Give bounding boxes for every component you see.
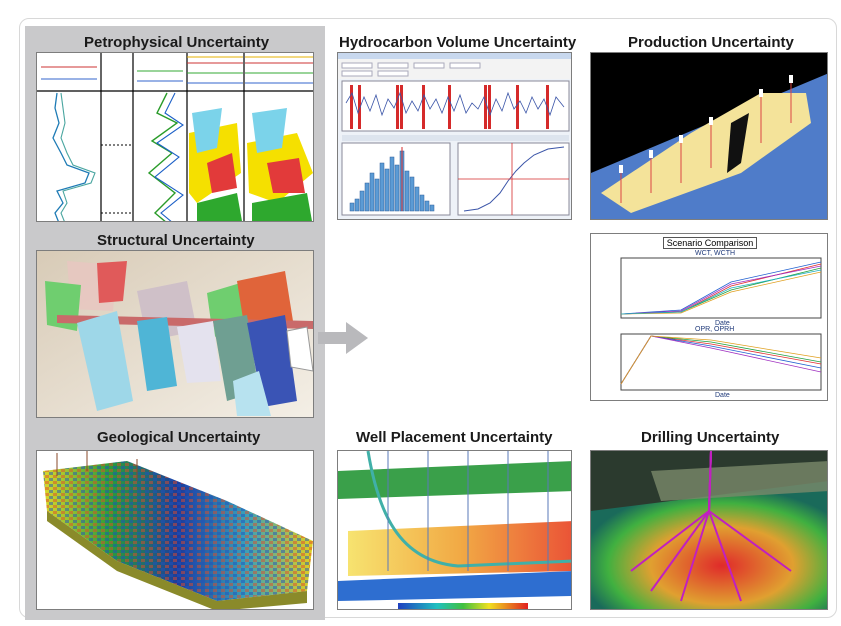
hydrocarbon-title: Hydrocarbon Volume Uncertainty — [339, 34, 577, 51]
scenario-curves — [620, 257, 822, 391]
chart2-title: OPR, OPRH — [695, 326, 735, 333]
hydrocarbon-software-window — [337, 52, 572, 220]
chart1-xlabel: Date — [715, 320, 730, 327]
production-title: Production Uncertainty — [628, 34, 794, 51]
drilling-trajectory-render — [591, 451, 827, 609]
petrophysical-log-image — [36, 52, 314, 222]
well-placement-image — [337, 450, 572, 610]
geological-model-image — [36, 450, 314, 610]
well-trajectory-render — [338, 451, 571, 609]
reservoir-surface-render — [591, 53, 827, 219]
geological-title: Geological Uncertainty — [97, 429, 261, 446]
volume-uncertainty-screenshot — [338, 53, 571, 216]
figure-border — [19, 18, 837, 618]
well-log-plot — [37, 53, 313, 221]
flow-arrow-icon — [318, 322, 368, 354]
structural-model-image — [36, 250, 314, 418]
petrophysical-title: Petrophysical Uncertainty — [84, 34, 270, 51]
scenario-title: Scenario Comparison — [663, 237, 757, 249]
geocellular-grid — [43, 451, 313, 609]
production-reservoir-image — [590, 52, 828, 220]
chart2-xlabel: Date — [715, 392, 730, 399]
well-placement-title: Well Placement Uncertainty — [356, 429, 553, 446]
fault-surfaces — [37, 251, 313, 417]
structural-title: Structural Uncertainty — [97, 232, 255, 249]
drilling-image — [590, 450, 828, 610]
drilling-title: Drilling Uncertainty — [641, 429, 780, 446]
chart1-title: WCT, WCTH — [695, 250, 736, 257]
scenario-comparison-panel: Scenario Comparison WCT, WCTH OPR, OPRH … — [590, 233, 828, 401]
